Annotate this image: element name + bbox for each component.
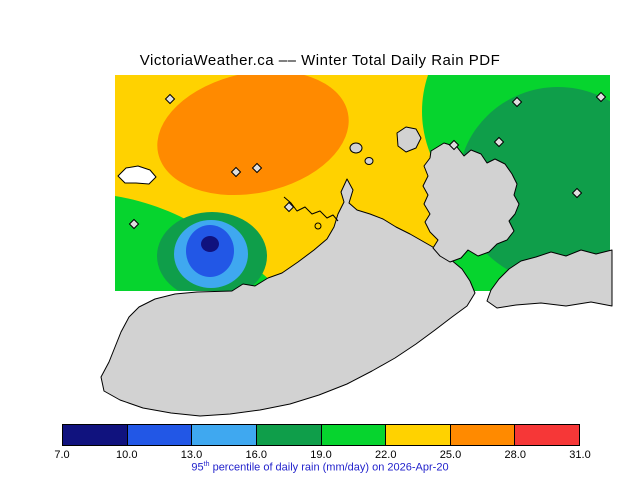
contour-field xyxy=(115,75,610,291)
colorbar-tick: 13.0 xyxy=(180,449,203,461)
colorbar-tick: 19.0 xyxy=(310,449,332,461)
colorbar-tick: 10.0 xyxy=(116,449,138,461)
coastline-harbour xyxy=(314,222,322,230)
caption-prefix: 95 xyxy=(191,461,204,474)
colorbar-tick: 16.0 xyxy=(245,449,267,461)
land-island-archipelago xyxy=(422,142,520,263)
colorbar-tick: 25.0 xyxy=(439,449,462,461)
island-outline-west xyxy=(117,165,157,185)
land-islet-1 xyxy=(349,142,363,154)
contour-navy-minimum xyxy=(201,236,219,252)
colorbar-caption: 95th percentile of daily rain (mm/day) o… xyxy=(0,461,640,474)
colorbar-segment xyxy=(515,425,579,445)
land-layer xyxy=(100,126,613,417)
colorbar-segment xyxy=(192,425,256,445)
caption-superscript: th xyxy=(203,461,210,468)
colorbar-tick: 28.0 xyxy=(504,449,526,461)
colorbar-tick: 22.0 xyxy=(375,449,397,461)
land-olympic-peninsula xyxy=(100,178,476,417)
colorbar-segment xyxy=(450,425,515,445)
colorbar-tick: 31.0 xyxy=(569,449,591,461)
colorbar-segment xyxy=(256,425,321,445)
colorbar-segment xyxy=(63,425,127,445)
land-islet-2 xyxy=(364,157,374,165)
colorbar-tick: 7.0 xyxy=(54,449,70,461)
coastline-victoria xyxy=(283,196,339,222)
colorbar xyxy=(62,424,580,446)
colorbar-ticks: 7.0 10.0 13.0 16.0 19.0 22.0 25.0 28.0 3… xyxy=(54,449,590,462)
colorbar-segment xyxy=(321,425,386,445)
land-island-north xyxy=(396,126,422,153)
colorbar-segment xyxy=(386,425,450,445)
page-title: VictoriaWeather.ca –– Winter Total Daily… xyxy=(139,52,501,69)
contour-orange-maximum xyxy=(157,75,349,196)
colorbar-segment xyxy=(127,425,192,445)
land-southeast-shore xyxy=(486,249,613,309)
caption-rest: percentile of daily rain (mm/day) on 202… xyxy=(209,461,449,474)
